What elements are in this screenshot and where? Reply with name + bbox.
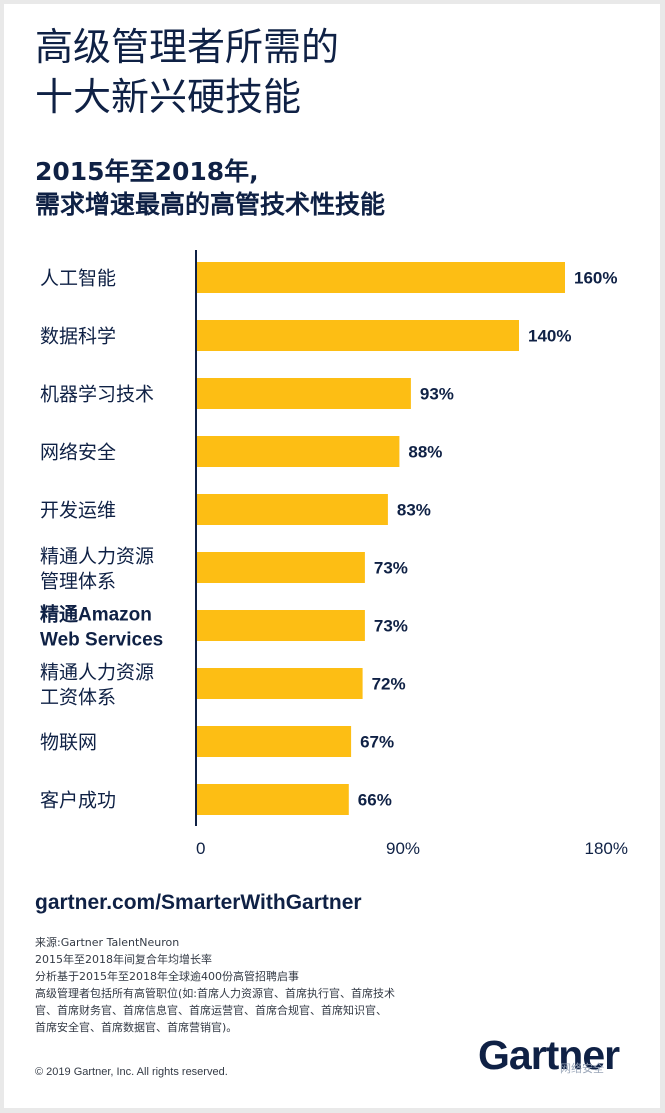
note-cagr: 2015年至2018年间复合年均增长率	[35, 953, 212, 966]
x-tick-label: 90%	[386, 839, 420, 858]
value-label: 88%	[408, 443, 442, 462]
x-tick-label: 0	[196, 839, 205, 858]
bar	[197, 494, 388, 525]
bar	[197, 262, 565, 293]
x-tick-label: 180%	[585, 839, 628, 858]
category-label: 开发运维	[40, 500, 116, 522]
watermark: 网络安全	[560, 1062, 604, 1075]
category-label: 管理体系	[40, 571, 116, 593]
note-source: 来源:Gartner TalentNeuron	[35, 936, 180, 949]
bar	[197, 726, 352, 757]
value-label: 160%	[574, 269, 617, 288]
subtitle-line-1: 2015年至2018年,	[35, 157, 259, 186]
bar	[197, 552, 365, 583]
title-line-1: 高级管理者所需的	[35, 25, 340, 69]
category-label: 机器学习技术	[40, 384, 154, 406]
value-label: 93%	[420, 385, 454, 404]
chart-subtitle: 2015年至2018年, 需求增速最高的高管技术性技能	[35, 155, 635, 221]
title-line-2: 十大新兴硬技能	[35, 75, 302, 119]
category-label: 客户成功	[40, 790, 116, 812]
note-definition: 高级管理者包括所有高管职位(如:首席人力资源官、首席执行官、首席技术官、首席财务…	[35, 987, 395, 1034]
category-label: 精通人力资源	[40, 546, 154, 568]
bar-chart: 160% 人工智能 140% 数据科学 93% 机器学习技术 88% 网络安全 83% 开发运维 7…	[40, 250, 628, 858]
note-basis: 分析基于2015年至2018年全球逾400份高管招聘启事	[35, 970, 299, 983]
category-label: 物联网	[40, 732, 97, 754]
copyright: © 2019 Gartner, Inc. All rights reserved…	[35, 1066, 228, 1078]
value-label: 73%	[374, 559, 408, 578]
bar	[197, 610, 365, 641]
value-label: 140%	[528, 327, 571, 346]
value-label: 83%	[397, 501, 431, 520]
category-label: Web Services	[40, 630, 163, 651]
source-url[interactable]: gartner.com/SmarterWithGartner	[35, 891, 362, 914]
bar	[197, 378, 411, 409]
bar	[197, 320, 519, 351]
subtitle-line-2: 需求增速最高的高管技术性技能	[35, 190, 386, 219]
value-label: 73%	[374, 617, 408, 636]
category-label: 数据科学	[40, 326, 116, 348]
value-label: 72%	[372, 675, 406, 694]
bar	[197, 436, 400, 467]
category-label: 网络安全	[40, 442, 116, 464]
footnotes: 来源:Gartner TalentNeuron 2015年至2018年间复合年均…	[35, 934, 395, 1036]
category-label: 人工智能	[40, 268, 116, 290]
gartner-logo: Gartner	[478, 1032, 620, 1078]
category-label: 精通Amazon	[40, 603, 152, 626]
category-label: 工资体系	[40, 687, 116, 709]
value-label: 66%	[358, 791, 392, 810]
category-label: 精通人力资源	[40, 662, 154, 684]
bar	[197, 668, 363, 699]
page-title: 高级管理者所需的 十大新兴硬技能	[35, 22, 635, 122]
bar	[197, 784, 349, 815]
value-label: 67%	[360, 733, 394, 752]
